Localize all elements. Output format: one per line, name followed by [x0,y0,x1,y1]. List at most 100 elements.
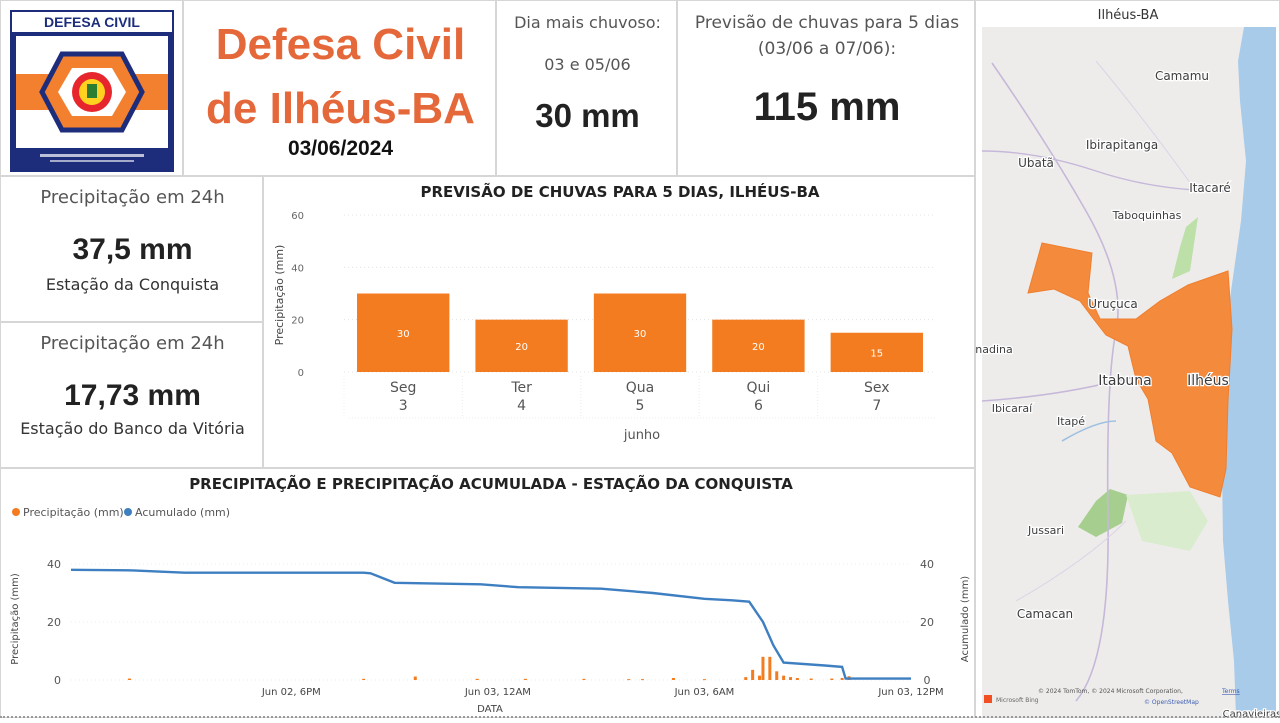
x-tick-label: Sex [864,380,890,396]
x-tick-label: Qui [747,380,771,396]
forecast-bar[interactable] [830,332,923,372]
precipitation-bar[interactable] [830,678,834,680]
x-tick-day: 6 [754,398,763,414]
forecast-bar[interactable] [593,293,687,373]
map-place-label: Camacan [1017,607,1073,621]
rainiest-day-value: 30 mm [535,97,640,134]
bar-value-label: 20 [515,342,528,353]
forecast-total-card: Previsão de chuvas para 5 dias (03/06 a … [677,0,975,176]
park-area [1126,491,1208,551]
precipitation-bar[interactable] [128,678,132,680]
map[interactable]: Camamu Ibirapitanga Ubatã Itacaré Taboquinha… [976,1,1280,718]
x-tick-day: 5 [636,398,645,414]
precipitation-bar[interactable] [840,677,844,680]
legend-accum-marker [124,508,132,516]
precipitation-bar[interactable] [782,675,786,680]
map-place-label: Jussari [1027,524,1064,537]
station-card-value: 37,5 mm [72,233,193,266]
map-place-label: Taboquinhas [1112,209,1182,222]
precipitation-bar[interactable] [640,679,644,681]
map-place-label: Ubatã [1018,156,1054,170]
report-date: 03/06/2024 [287,137,394,160]
station-card-name: Estação do Banco da Vitória [20,419,245,438]
ocean-area [1222,27,1276,717]
x-tick-label: Jun 03, 12PM [877,687,943,698]
accumulated-line [70,568,911,680]
page-title-line2: de Ilhéus-BA [206,84,475,133]
precipitation-bar[interactable] [582,678,586,680]
bar-value-label: 20 [752,342,765,353]
forecast-bar[interactable] [712,319,805,372]
station-line-chart: PRECIPITAÇÃO E PRECIPITAÇÃO ACUMULADA - … [10,474,971,715]
precipitation-bar[interactable] [789,677,793,680]
logo-text: DEFESA CIVIL [10,10,174,34]
logo-panel: DEFESA CIVIL [0,0,183,176]
precipitation-bar[interactable] [809,678,813,680]
precipitation-bar[interactable] [768,656,772,680]
station-card-label: Precipitação em 24h [40,333,225,354]
rainiest-day-dates: 03 e 05/06 [544,55,631,74]
x-tick-label: Ter [510,380,532,396]
y-tick-label-right: 40 [920,558,934,571]
y-tick-label-right: 20 [920,616,934,629]
bar-value-label: 30 [397,329,410,340]
map-place-label: nadina [976,343,1013,356]
map-bing-label: Microsoft Bing [996,697,1039,704]
forecast-bar-chart: PREVISÃO DE CHUVAS PARA 5 DIAS, ILHÉUS-B… [273,182,936,443]
precipitation-bar[interactable] [775,671,779,680]
station-card-banco-vitoria: Precipitação em 24h 17,73 mm Estação do … [0,322,263,468]
precipitation-bar[interactable] [362,678,366,680]
precipitation-bar[interactable] [758,675,762,680]
y-axis-label: Precipitação (mm) [273,245,286,346]
ilheus-municipality-area[interactable] [1027,242,1233,498]
bing-logo-icon [984,695,992,703]
y-axis-label-left: Precipitação (mm) [10,573,21,665]
y-tick-label: 0 [298,368,304,379]
rainiest-day-card: Dia mais chuvoso: 03 e 05/06 30 mm [496,0,677,176]
bar-value-label: 30 [634,329,647,340]
map-panel: Camamu Ibirapitanga Ubatã Itacaré Taboquinha… [975,0,1280,718]
y-axis-label-right: Acumulado (mm) [960,576,971,663]
precipitation-bar[interactable] [795,677,799,680]
precipitation-bar[interactable] [523,678,527,680]
y-tick-label: 20 [291,316,304,327]
precipitation-bar[interactable] [744,677,748,680]
station-card-conquista: Precipitação em 24h 37,5 mm Estação da C… [0,176,263,322]
title-panel: Defesa Civil de Ilhéus-BA 03/06/2024 [183,0,496,176]
forecast-bar-chart-panel: PREVISÃO DE CHUVAS PARA 5 DIAS, ILHÉUS-B… [263,176,975,468]
y-tick-label-left: 20 [47,616,61,629]
map-place-label: Ilhéus [1187,373,1229,389]
forecast-total-label-2: (03/06 a 07/06): [757,39,897,59]
map-place-label: Camamu [1155,69,1209,83]
chart-title: PRECIPITAÇÃO E PRECIPITAÇÃO ACUMULADA - … [189,474,793,493]
x-tick-day: 7 [872,398,881,414]
park-area [1078,489,1128,537]
legend-precip-marker [12,508,20,516]
x-tick-label: Seg [390,380,416,396]
map-terms-link[interactable]: Terms [1221,688,1240,695]
station-line-chart-panel: PRECIPITAÇÃO E PRECIPITAÇÃO ACUMULADA - … [0,468,975,718]
map-attribution: © 2024 TomTom, © 2024 Microsoft Corporat… [1038,688,1183,695]
precipitation-bar[interactable] [751,669,755,680]
precipitation-bar[interactable] [702,679,706,681]
x-axis-label: DATA [477,704,503,715]
chart-title: PREVISÃO DE CHUVAS PARA 5 DIAS, ILHÉUS-B… [420,182,819,201]
forecast-bar[interactable] [357,293,450,373]
y-tick-label: 60 [291,211,304,222]
map-osm-link[interactable]: © OpenStreetMap [1144,699,1199,706]
precipitation-bar[interactable] [413,676,417,680]
forecast-bar[interactable] [475,319,568,372]
legend-accum: Acumulado (mm) [135,506,230,519]
precipitation-bar[interactable] [627,679,631,681]
precipitation-bar[interactable] [671,677,675,680]
y-tick-label-right: 0 [924,674,931,687]
y-tick-label-left: 0 [54,674,61,687]
x-tick-label: Jun 02, 6PM [261,687,321,698]
x-tick-label: Jun 03, 6AM [674,687,735,698]
map-place-label: Ibirapitanga [1086,138,1158,152]
x-tick-label: Qua [626,380,654,396]
precipitation-bar[interactable] [761,656,765,680]
x-tick-day: 4 [517,398,526,414]
precipitation-bar[interactable] [475,678,479,680]
map-place-label: Itapé [1057,415,1085,428]
